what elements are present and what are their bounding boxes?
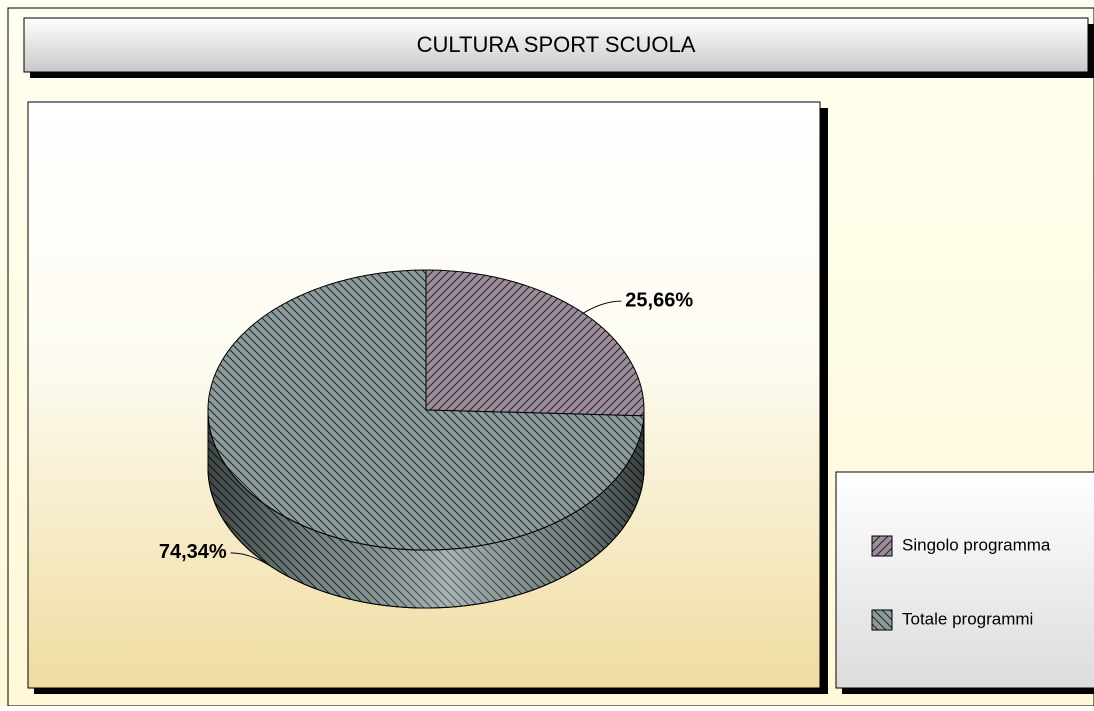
data-label: 25,66% [625,289,693,311]
legend-box [836,472,1094,688]
data-label: 74,34% [159,541,227,563]
legend-label: Singolo programma [902,535,1051,554]
chart-title: CULTURA SPORT SCUOLA [417,32,696,57]
legend-swatch [872,536,892,556]
legend-label: Totale programmi [902,609,1033,628]
legend-swatch [872,610,892,630]
